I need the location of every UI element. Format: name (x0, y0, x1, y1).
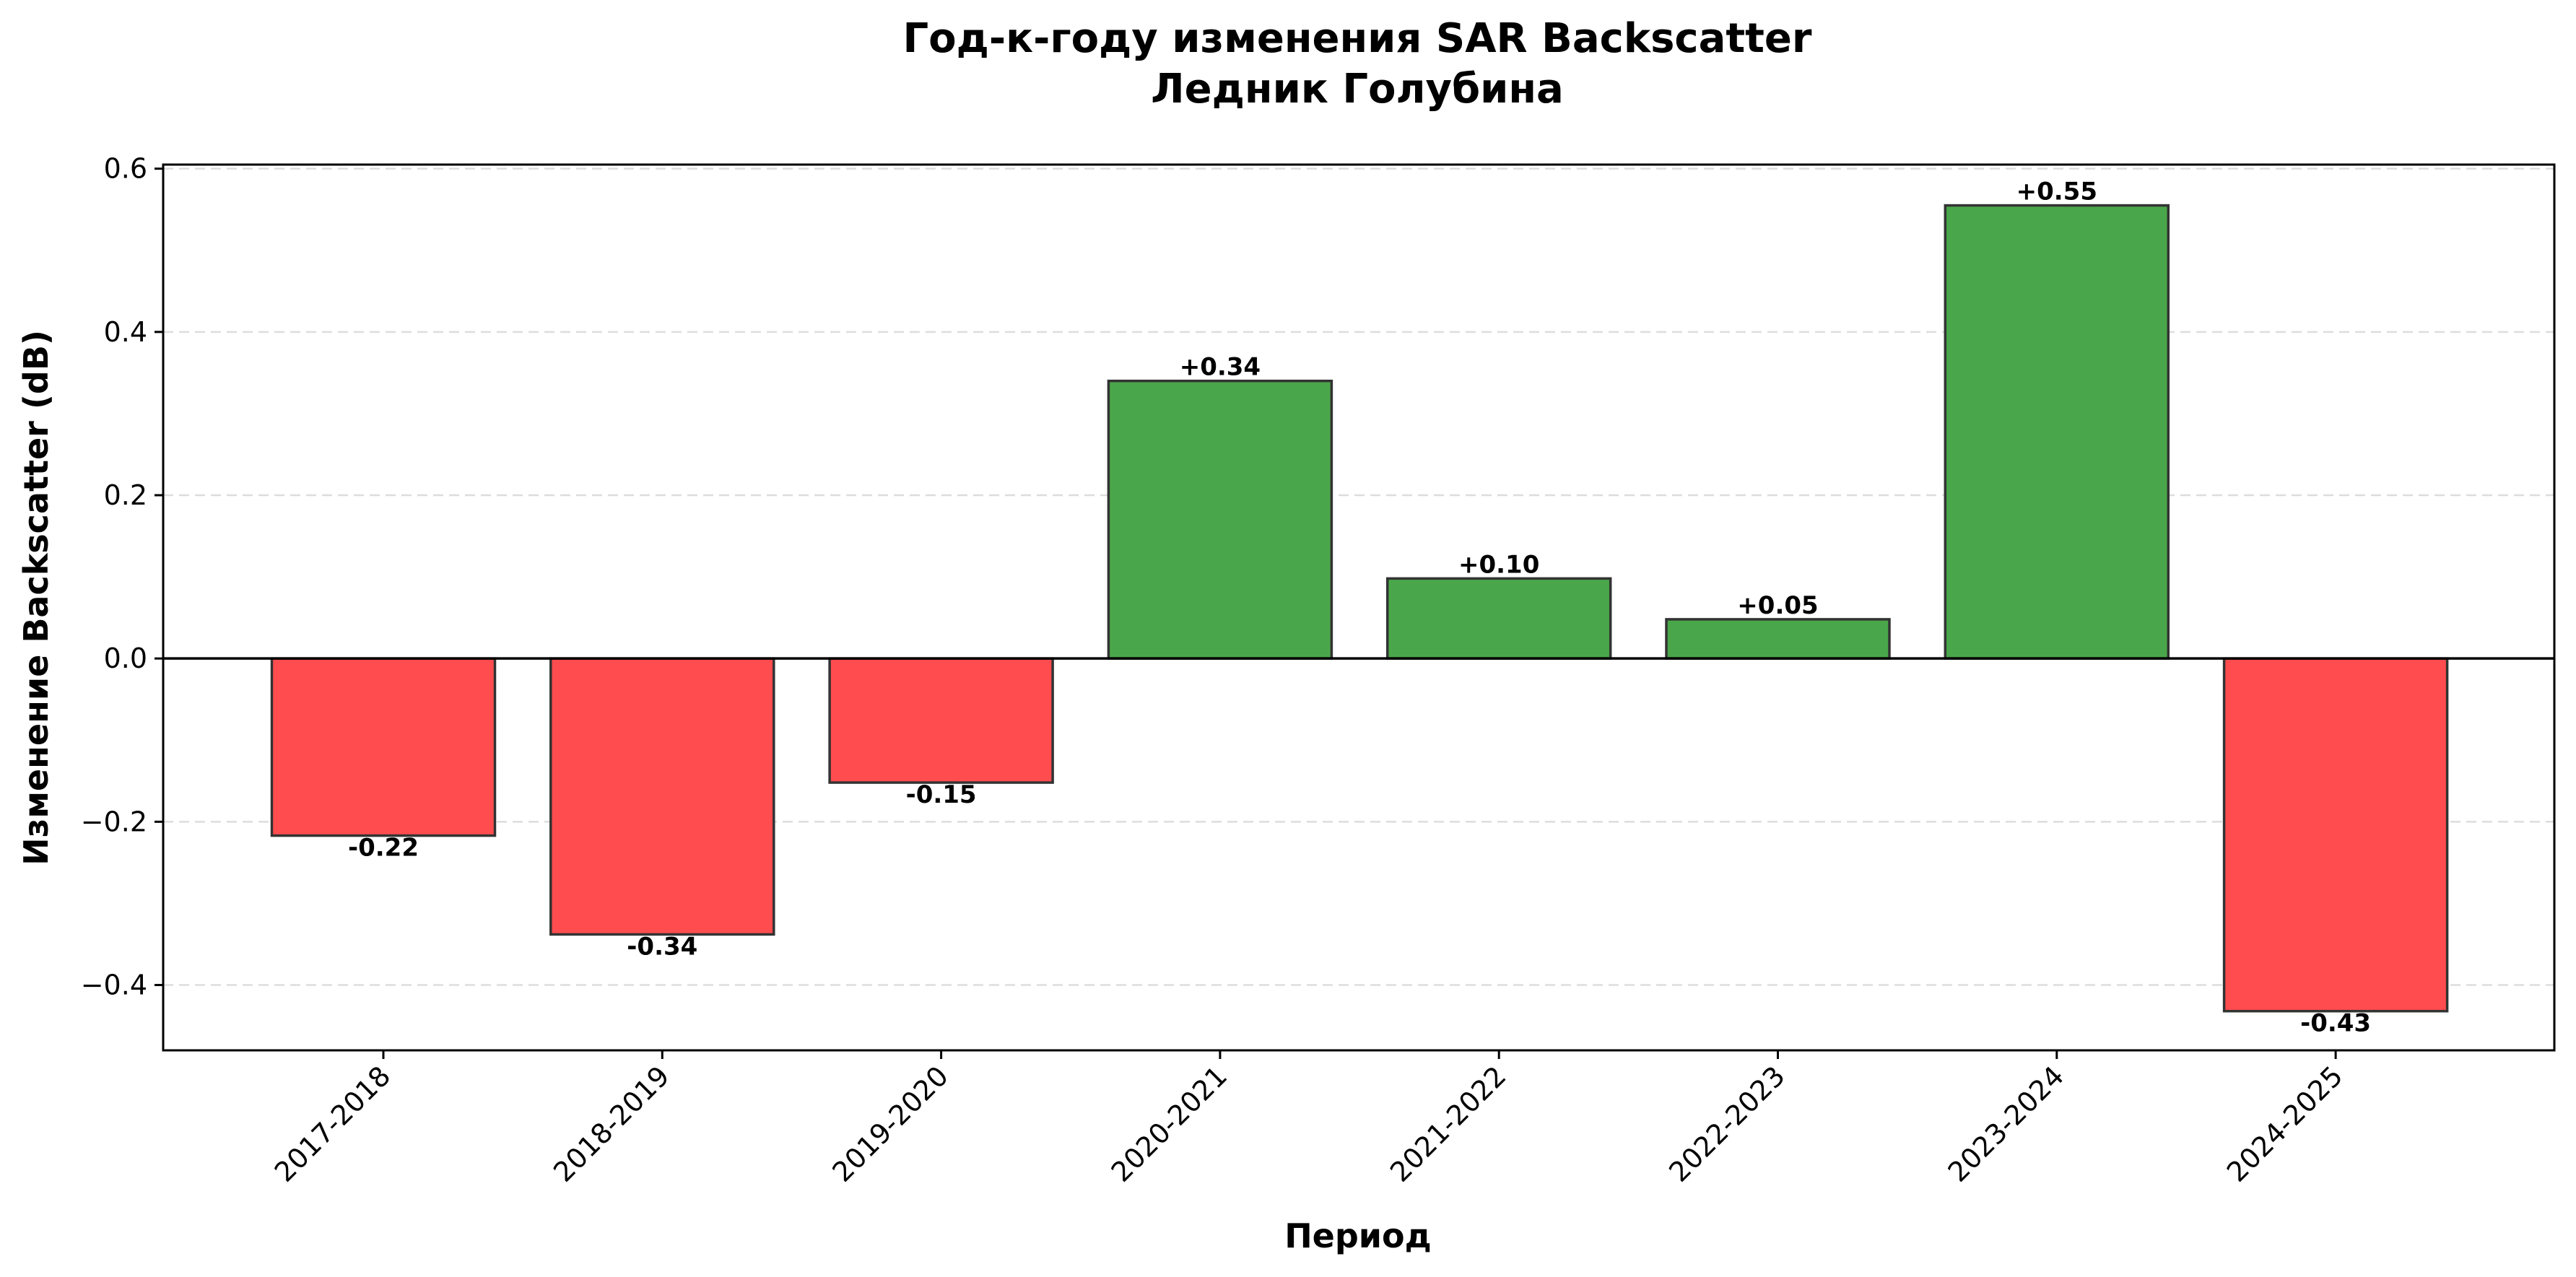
y-tick-label: −0.2 (81, 806, 147, 837)
plot-frame (162, 163, 2556, 1052)
y-tick-label: 0.2 (104, 479, 147, 511)
bar-2020-2021 (1107, 379, 1333, 660)
y-axis-label: Изменение Backscatter (dB) (17, 330, 56, 866)
y-tick-label: 0.6 (104, 153, 147, 185)
chart-subtitle: Ледник Голубина (1151, 66, 1564, 113)
bar-2017-2018 (270, 657, 497, 837)
data-label: -0.22 (348, 834, 419, 863)
data-label: +0.34 (1180, 353, 1261, 382)
data-label: +0.05 (1737, 591, 1818, 620)
data-label: +0.55 (2016, 178, 2097, 206)
bar-2024-2025 (2222, 657, 2449, 1013)
data-label: -0.15 (906, 780, 977, 809)
data-label: -0.34 (627, 932, 697, 961)
data-labels: -0.22 -0.34 -0.15 +0.34 +0.10 +0.05 +0.55 -0.43 (348, 178, 2371, 1038)
bar-2018-2019 (549, 657, 775, 936)
x-axis-label: Период (1284, 1216, 1432, 1255)
bars (270, 204, 2449, 1013)
y-tick-label: 0.4 (104, 316, 147, 348)
y-tick-label: 0.0 (104, 642, 147, 674)
bar-2019-2020 (828, 657, 1054, 784)
data-label: -0.43 (2300, 1009, 2371, 1038)
bar-2023-2024 (1944, 204, 2170, 660)
data-label: +0.10 (1458, 550, 1539, 579)
chart-title: Год-к-году изменения SAR Backscatter (902, 15, 1811, 62)
y-tick-label: −0.4 (81, 969, 147, 1001)
bar-2022-2023 (1665, 618, 1891, 660)
bar-2021-2022 (1385, 577, 1612, 660)
y-axis-ticks: −0.4 −0.2 0.0 0.2 0.4 0.6 (81, 153, 163, 1001)
